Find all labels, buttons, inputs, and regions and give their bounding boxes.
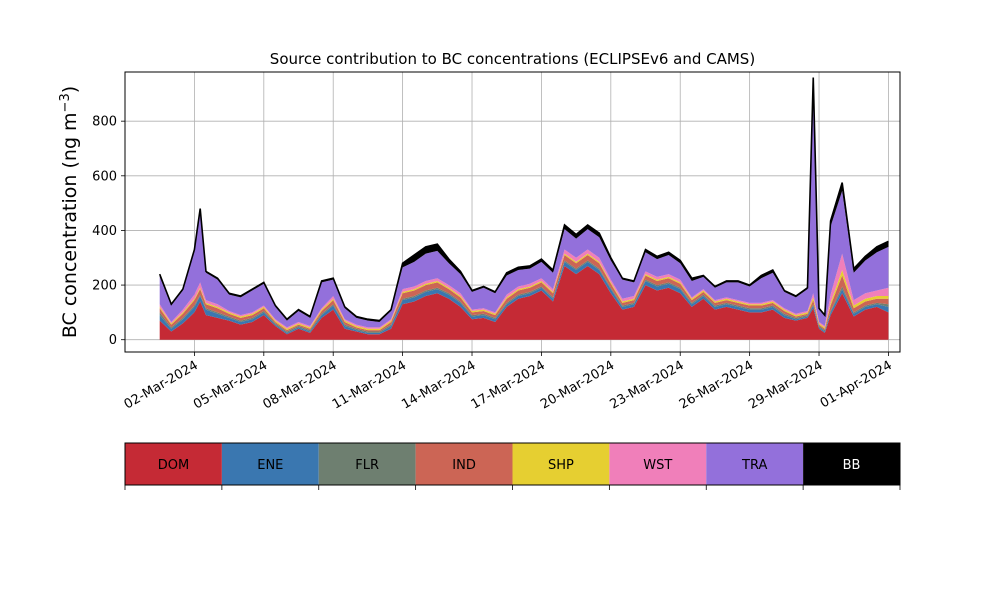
y-tick-label: 400 xyxy=(92,224,117,239)
legend-swatch-shp xyxy=(512,443,610,485)
legend-label-bb: BB xyxy=(843,458,861,473)
plot-area xyxy=(124,71,901,353)
legend-swatch-bb xyxy=(803,443,900,485)
legend-swatch-flr xyxy=(318,443,416,485)
x-tick-label: 20-Mar-2024 xyxy=(538,358,617,412)
y-axis-label-text: BC concentration (ng m xyxy=(59,112,81,338)
y-axis-label: BC concentration (ng m−3) xyxy=(58,86,82,338)
y-tick-label: 800 xyxy=(92,115,117,130)
legend-swatch-tra xyxy=(706,443,804,485)
x-tick-label: 26-Mar-2024 xyxy=(677,358,756,412)
y-tick-label: 200 xyxy=(92,279,117,294)
stacked-areas xyxy=(159,77,889,340)
y-axis-ticks: 0 200 400 600 800 xyxy=(92,115,125,348)
legend-label-dom: DOM xyxy=(158,458,189,473)
legend-swatch-wst xyxy=(609,443,707,485)
x-tick-label: 01-Apr-2024 xyxy=(818,358,895,411)
area-tra xyxy=(159,80,889,328)
y-axis-label-close: ) xyxy=(59,86,81,93)
legend-label-ene: ENE xyxy=(257,458,283,473)
y-tick-label: 600 xyxy=(92,169,117,184)
x-tick-label: 05-Mar-2024 xyxy=(191,358,270,412)
total-line xyxy=(158,77,889,322)
y-axis-label-exponent: −3 xyxy=(58,93,73,112)
x-tick-label: 11-Mar-2024 xyxy=(330,358,409,412)
x-axis-ticks: 02-Mar-202405-Mar-202408-Mar-202411-Mar-… xyxy=(122,352,895,412)
legend-label-flr: FLR xyxy=(355,458,379,473)
x-tick-label: 14-Mar-2024 xyxy=(399,358,478,412)
x-tick-label: 08-Mar-2024 xyxy=(260,358,339,412)
x-tick-label: 23-Mar-2024 xyxy=(607,358,686,412)
y-tick-label: 0 xyxy=(109,333,117,348)
plot-frame xyxy=(124,71,901,353)
colorbar-legend: DOM ENE FLR IND SHP WST TRA BB xyxy=(124,442,901,490)
x-tick-label: 02-Mar-2024 xyxy=(122,358,201,412)
legend-swatch-ene xyxy=(221,443,319,485)
x-tick-label: 29-Mar-2024 xyxy=(746,358,825,412)
x-tick-label: 17-Mar-2024 xyxy=(469,358,548,412)
legend-label-tra: TRA xyxy=(741,458,767,473)
legend-label-shp: SHP xyxy=(548,458,574,473)
legend-label-wst: WST xyxy=(643,458,672,473)
legend-label-ind: IND xyxy=(452,458,476,473)
area-dom xyxy=(159,265,889,340)
total-outline xyxy=(158,77,889,322)
chart-title: Source contribution to BC concentrations… xyxy=(270,50,755,68)
legend-swatch-dom xyxy=(125,443,222,485)
legend-swatch-ind xyxy=(415,443,513,485)
